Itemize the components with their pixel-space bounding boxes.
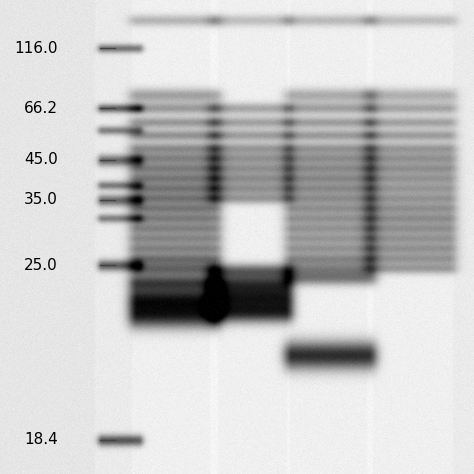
Text: 116.0: 116.0: [15, 40, 58, 55]
Text: 18.4: 18.4: [24, 432, 58, 447]
Text: 66.2: 66.2: [24, 100, 58, 116]
Text: 45.0: 45.0: [24, 153, 58, 167]
Text: 25.0: 25.0: [24, 257, 58, 273]
Text: 35.0: 35.0: [24, 192, 58, 208]
